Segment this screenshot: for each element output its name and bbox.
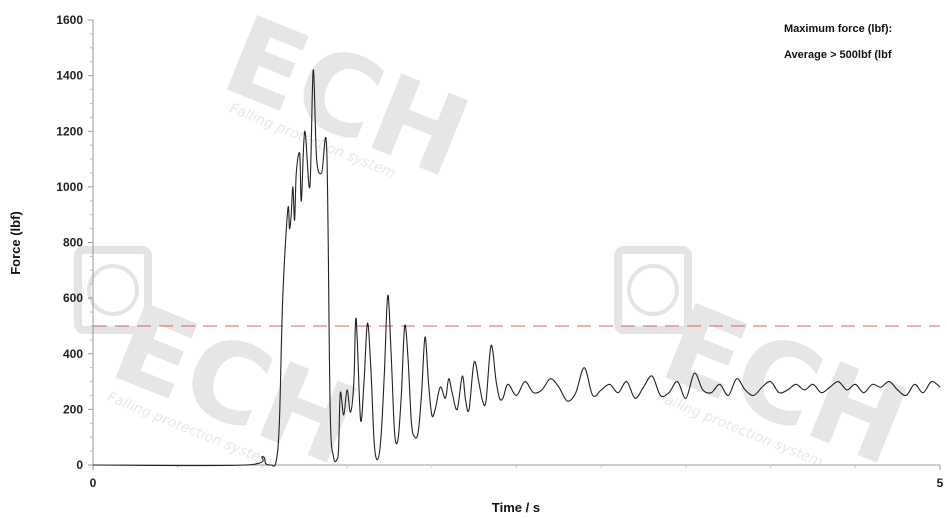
watermark-brand-right: ECH xyxy=(647,279,925,491)
annotation-text: Maximum force (lbf): xyxy=(784,23,892,35)
y-tick-label: 400 xyxy=(63,347,83,361)
y-tick-label: 200 xyxy=(63,402,83,416)
watermark-logo-right xyxy=(614,246,692,334)
y-tick-label: 600 xyxy=(63,291,83,305)
watermark: ECH Falling protection system ECH Fallin… xyxy=(74,0,925,491)
x-axis-title: Time / s xyxy=(492,500,540,515)
x-tick-label: 0 xyxy=(90,476,97,490)
watermark-seal-right xyxy=(614,246,692,334)
y-tick-label: 0 xyxy=(76,458,83,472)
watermark-seal-ring-left xyxy=(87,264,139,316)
y-tick-label: 1600 xyxy=(56,13,83,27)
y-tick-label: 1400 xyxy=(56,69,83,83)
watermark-mark-top: ECH Falling protection system xyxy=(208,0,486,203)
watermark-seal-left xyxy=(74,246,152,334)
annotation-group: Maximum force (lbf): Average > 500lbf (lb… xyxy=(784,23,892,61)
annotation-text: Average > 500lbf (lbf xyxy=(784,49,892,61)
watermark-logo-left xyxy=(74,246,152,334)
watermark-seal-ring-right xyxy=(627,264,679,316)
x-tick-label: 5 xyxy=(937,476,944,490)
series-line-0 xyxy=(92,69,941,467)
watermark-brand-top: ECH xyxy=(208,0,486,203)
series-group xyxy=(92,69,941,467)
y-tick-label: 800 xyxy=(63,236,83,250)
watermark-mark-left: ECH Falling protection system xyxy=(97,279,375,491)
y-tick-label: 1000 xyxy=(56,180,83,194)
y-tick-group: 0 200 400 600 800 1000 1200 1400 1600 xyxy=(56,13,93,472)
watermark-brand-left: ECH xyxy=(97,279,375,491)
y-axis-title: Force (lbf) xyxy=(8,211,23,275)
y-tick-label: 1200 xyxy=(56,124,83,138)
